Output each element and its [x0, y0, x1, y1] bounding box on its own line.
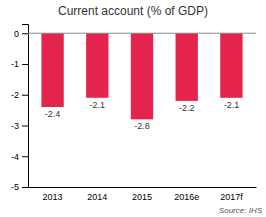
y-tick-mark — [22, 64, 28, 65]
y-tick-label: -3 — [11, 121, 19, 131]
chart: Current account (% of GDP) 0 -1 -2 -3 -4 -5 201… — [0, 0, 266, 217]
y-tick-label: -4 — [11, 152, 19, 162]
data-label: -2.8 — [134, 121, 150, 131]
data-label: -2.1 — [224, 100, 240, 110]
y-tick: -2 — [11, 90, 28, 100]
data-label: -2.1 — [90, 100, 106, 110]
y-tick-label: -1 — [11, 59, 19, 69]
bar — [220, 33, 242, 98]
x-axis-line — [29, 187, 257, 188]
y-tick-label: -5 — [11, 182, 19, 192]
x-tick-label: 2013 — [43, 192, 63, 202]
x-tick-label: 2015 — [132, 192, 152, 202]
y-axis: 0 -1 -2 -3 -4 -5 — [11, 25, 29, 193]
y-tick: -4 — [11, 152, 28, 162]
y-tick: -5 — [11, 182, 28, 192]
y-tick: -1 — [11, 59, 28, 69]
x-axis: 2013 2014 2015 2016e 2017f — [29, 188, 257, 202]
y-tick-mark — [22, 95, 28, 96]
y-tick-mark — [22, 187, 28, 188]
data-labels: -2.4 -2.1 -2.8 -2.2 -2.1 — [45, 100, 239, 132]
y-axis-line — [22, 25, 29, 188]
plot: 0-1-2-3-4-52013201420152016e2017f-2.4-2.… — [11, 25, 257, 202]
data-label: -2.2 — [179, 103, 195, 113]
zero-line — [28, 33, 256, 34]
bar — [86, 33, 108, 98]
y-tick-mark — [22, 156, 28, 157]
x-tick-label: 2014 — [87, 192, 107, 202]
bar — [41, 33, 63, 107]
bar — [176, 33, 198, 101]
x-tick: 2014 — [87, 192, 107, 202]
y-tick-label: -2 — [11, 90, 19, 100]
x-tick-label: 2017f — [220, 192, 243, 202]
y-tick: -3 — [11, 121, 28, 131]
y-tick-mark — [22, 33, 28, 34]
y-tick-label: 0 — [14, 29, 19, 39]
data-label: -2.4 — [45, 109, 61, 119]
source-note: Source: IHS — [219, 206, 263, 215]
y-tick-mark — [22, 125, 28, 126]
x-tick-label: 2016e — [174, 192, 199, 202]
bars — [41, 33, 242, 119]
bar — [131, 33, 153, 119]
x-tick: 2015 — [132, 192, 152, 202]
x-tick: 2017f — [220, 192, 243, 202]
x-tick: 2013 — [43, 192, 63, 202]
x-tick: 2016e — [174, 192, 199, 202]
title: Current account (% of GDP) — [58, 4, 208, 18]
y-tick: 0 — [14, 29, 28, 39]
